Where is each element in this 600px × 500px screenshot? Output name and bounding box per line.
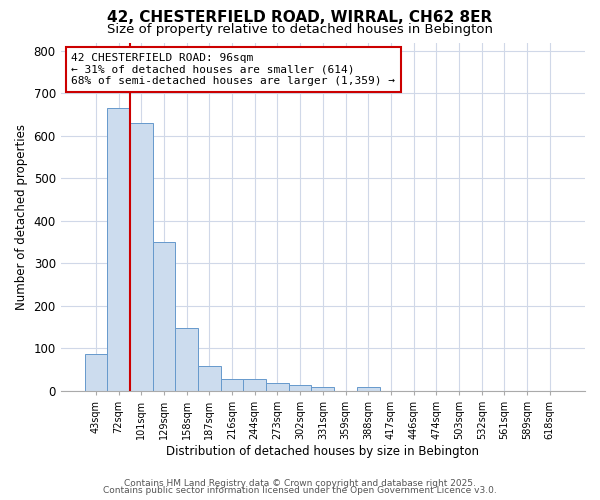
- Text: Contains public sector information licensed under the Open Government Licence v3: Contains public sector information licen…: [103, 486, 497, 495]
- Bar: [198, 366, 221, 390]
- Bar: [357, 387, 380, 390]
- Bar: [221, 379, 244, 390]
- Y-axis label: Number of detached properties: Number of detached properties: [15, 124, 28, 310]
- Bar: [175, 328, 198, 390]
- Text: Size of property relative to detached houses in Bebington: Size of property relative to detached ho…: [107, 22, 493, 36]
- Bar: [244, 379, 266, 390]
- Bar: [311, 387, 334, 390]
- X-axis label: Distribution of detached houses by size in Bebington: Distribution of detached houses by size …: [166, 444, 479, 458]
- Text: 42, CHESTERFIELD ROAD, WIRRAL, CH62 8ER: 42, CHESTERFIELD ROAD, WIRRAL, CH62 8ER: [107, 10, 493, 25]
- Bar: [85, 354, 107, 390]
- Bar: [152, 242, 175, 390]
- Bar: [289, 386, 311, 390]
- Bar: [130, 123, 152, 390]
- Bar: [107, 108, 130, 390]
- Text: 42 CHESTERFIELD ROAD: 96sqm
← 31% of detached houses are smaller (614)
68% of se: 42 CHESTERFIELD ROAD: 96sqm ← 31% of det…: [71, 53, 395, 86]
- Text: Contains HM Land Registry data © Crown copyright and database right 2025.: Contains HM Land Registry data © Crown c…: [124, 478, 476, 488]
- Bar: [266, 384, 289, 390]
